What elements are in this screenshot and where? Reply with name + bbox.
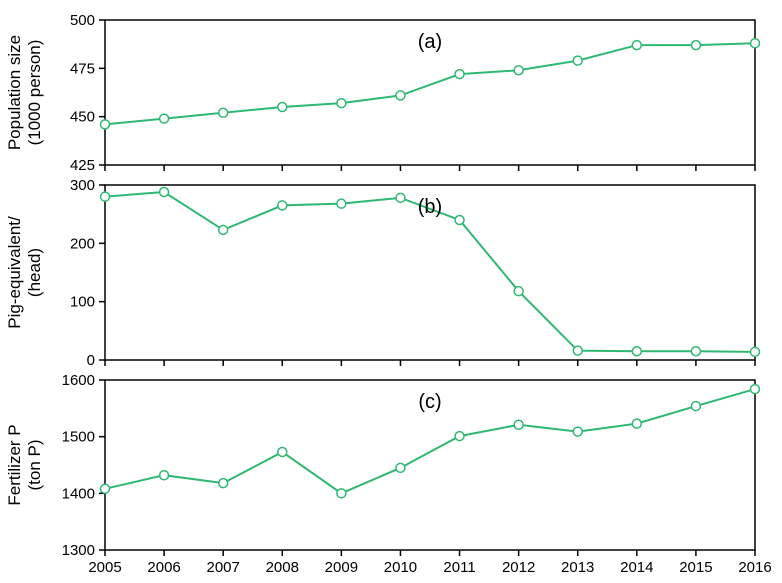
series-marker-b [751, 347, 760, 356]
ytick-label: 1300 [62, 542, 95, 559]
xtick-label: 2012 [502, 559, 535, 576]
ytick-label: 200 [70, 235, 95, 252]
ytick-label: 450 [70, 109, 95, 126]
series-line-a [105, 43, 755, 124]
series-marker-c [751, 385, 760, 394]
series-marker-c [278, 447, 287, 456]
series-marker-a [455, 70, 464, 79]
xtick-label: 2007 [206, 559, 239, 576]
xtick-label: 2005 [88, 559, 121, 576]
series-marker-c [455, 432, 464, 441]
series-marker-a [691, 41, 700, 50]
series-marker-a [514, 66, 523, 75]
panel-label-b: (b) [418, 196, 442, 218]
ytick-label: 1500 [62, 429, 95, 446]
ytick-label: 0 [87, 352, 95, 369]
series-marker-a [396, 91, 405, 100]
series-marker-c [514, 420, 523, 429]
ylabel-line: (ton P) [25, 439, 44, 490]
series-marker-a [573, 56, 582, 65]
series-marker-b [160, 188, 169, 197]
series-marker-b [514, 287, 523, 296]
xtick-label: 2010 [384, 559, 417, 576]
series-marker-b [632, 347, 641, 356]
xtick-label: 2015 [679, 559, 712, 576]
ylabel-line: (1000 person) [25, 40, 44, 146]
ytick-label: 100 [70, 294, 95, 311]
series-marker-a [160, 114, 169, 123]
ylabel-line: Population size [5, 35, 24, 150]
xtick-label: 2014 [620, 559, 653, 576]
series-marker-b [337, 199, 346, 208]
ytick-label: 475 [70, 60, 95, 77]
ytick-label: 425 [70, 157, 95, 174]
ytick-label: 300 [70, 177, 95, 194]
ytick-label: 1400 [62, 485, 95, 502]
series-marker-c [160, 471, 169, 480]
panel-label-a: (a) [418, 31, 442, 53]
series-marker-c [337, 489, 346, 498]
series-marker-c [219, 479, 228, 488]
ylabel-a: Population size(1000 person) [5, 35, 44, 150]
xtick-label: 2006 [147, 559, 180, 576]
xtick-label: 2011 [443, 559, 475, 576]
xtick-label: 2009 [325, 559, 358, 576]
series-marker-b [396, 193, 405, 202]
ylabel-line: Pig-equivalent/ [5, 216, 24, 329]
ytick-label: 500 [70, 12, 95, 29]
ylabel-line: (head) [25, 248, 44, 297]
series-marker-a [101, 120, 110, 129]
series-marker-a [751, 39, 760, 48]
panel-label-c: (c) [418, 391, 441, 413]
xtick-label: 2013 [561, 559, 594, 576]
xtick-label: 2016 [738, 559, 771, 576]
series-marker-c [396, 463, 405, 472]
series-marker-b [101, 192, 110, 201]
series-marker-c [691, 402, 700, 411]
series-marker-a [337, 99, 346, 108]
series-marker-a [632, 41, 641, 50]
series-marker-c [573, 427, 582, 436]
series-marker-b [278, 201, 287, 210]
series-marker-c [101, 484, 110, 493]
series-marker-b [455, 216, 464, 225]
series-marker-b [219, 225, 228, 234]
series-marker-a [278, 103, 287, 112]
ylabel-b: Pig-equivalent/(head) [5, 216, 44, 329]
ytick-label: 1600 [62, 372, 95, 389]
multi-panel-line-chart: 425 450 475 500 (a) Population size(1000 pers… [0, 0, 782, 583]
ylabel-c: Fertilizer P(ton P) [5, 424, 44, 505]
xtick-label: 2008 [266, 559, 299, 576]
series-marker-b [573, 346, 582, 355]
ylabel-line: Fertilizer P [5, 424, 24, 505]
chart-svg: 425 450 475 500 (a) Population size(1000 pers… [0, 0, 782, 583]
series-marker-a [219, 108, 228, 117]
series-marker-c [632, 419, 641, 428]
series-marker-b [691, 347, 700, 356]
